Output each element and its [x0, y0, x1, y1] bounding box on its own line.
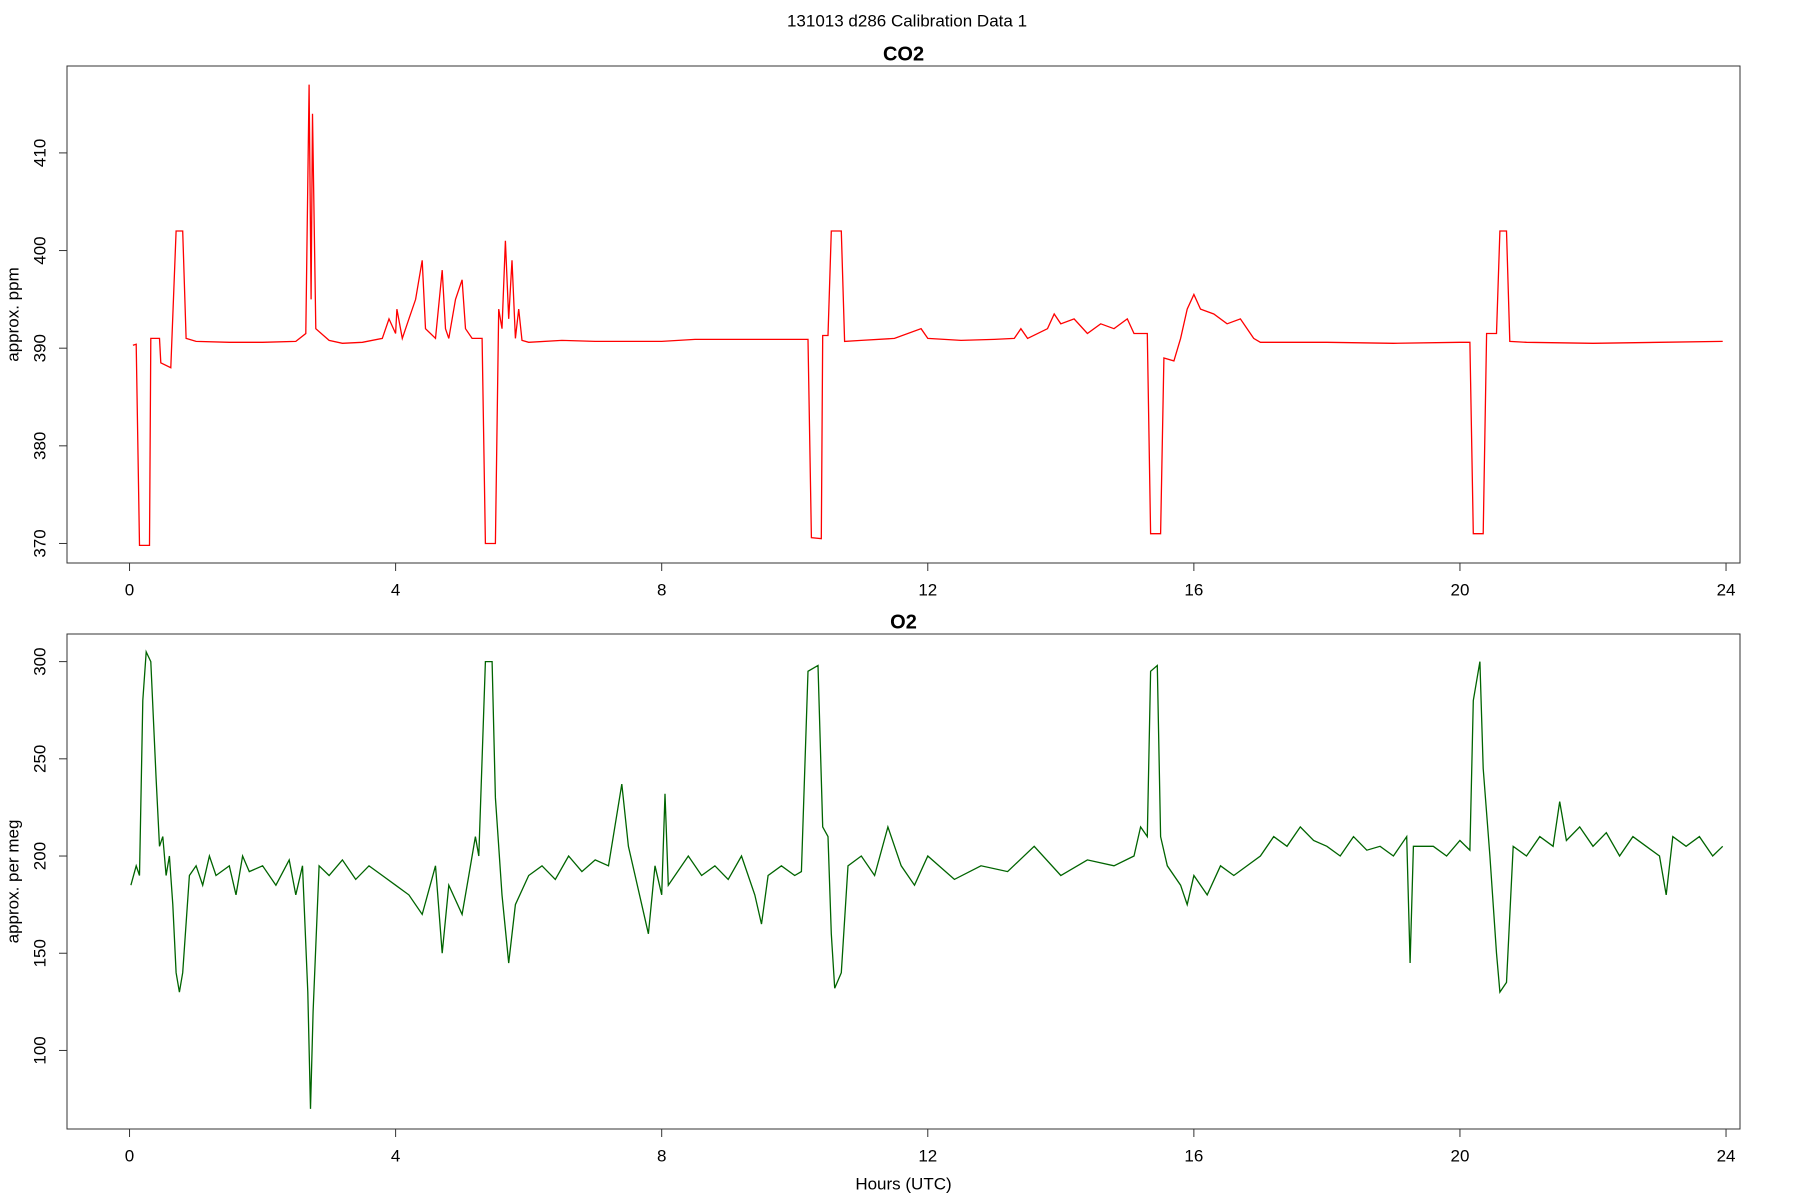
- figure-title: 131013 d286 Calibration Data 1: [787, 11, 1027, 30]
- y-tick-label: 410: [30, 139, 49, 167]
- panel-title: CO2: [883, 43, 924, 65]
- x-tick-label: 4: [391, 580, 400, 599]
- y-axis-label: approx. ppm: [3, 267, 22, 362]
- x-tick-label: 16: [1184, 580, 1203, 599]
- panel-title: O2: [890, 611, 917, 633]
- x-tick-label: 0: [125, 580, 134, 599]
- plot-frame: [66, 633, 1741, 1130]
- x-tick-label: 12: [918, 580, 937, 599]
- x-tick-label: 8: [657, 580, 666, 599]
- x-tick-label: 20: [1450, 1146, 1469, 1165]
- y-tick-label: 150: [30, 939, 49, 967]
- x-tick-label: 24: [1717, 1146, 1736, 1165]
- x-tick-label: 8: [657, 1146, 666, 1165]
- x-tick-label: 16: [1184, 1146, 1203, 1165]
- y-tick-label: 380: [30, 432, 49, 460]
- x-axis-label: Hours (UTC): [855, 1174, 951, 1193]
- y-tick-label: 390: [30, 334, 49, 362]
- y-tick-label: 370: [30, 529, 49, 557]
- x-tick-label: 12: [918, 1146, 937, 1165]
- y-axis-label: approx. per meg: [3, 820, 22, 944]
- x-tick-label: 24: [1717, 580, 1736, 599]
- data-line: [130, 649, 1724, 1109]
- y-tick-label: 250: [30, 745, 49, 773]
- y-tick-label: 200: [30, 842, 49, 870]
- y-tick-label: 300: [30, 647, 49, 675]
- x-tick-label: 4: [391, 1146, 400, 1165]
- plot-frame: [66, 65, 1741, 564]
- x-tick-label: 20: [1450, 580, 1469, 599]
- x-tick-label: 0: [125, 1146, 134, 1165]
- y-tick-label: 100: [30, 1036, 49, 1064]
- data-line: [132, 84, 1723, 547]
- y-tick-label: 400: [30, 236, 49, 264]
